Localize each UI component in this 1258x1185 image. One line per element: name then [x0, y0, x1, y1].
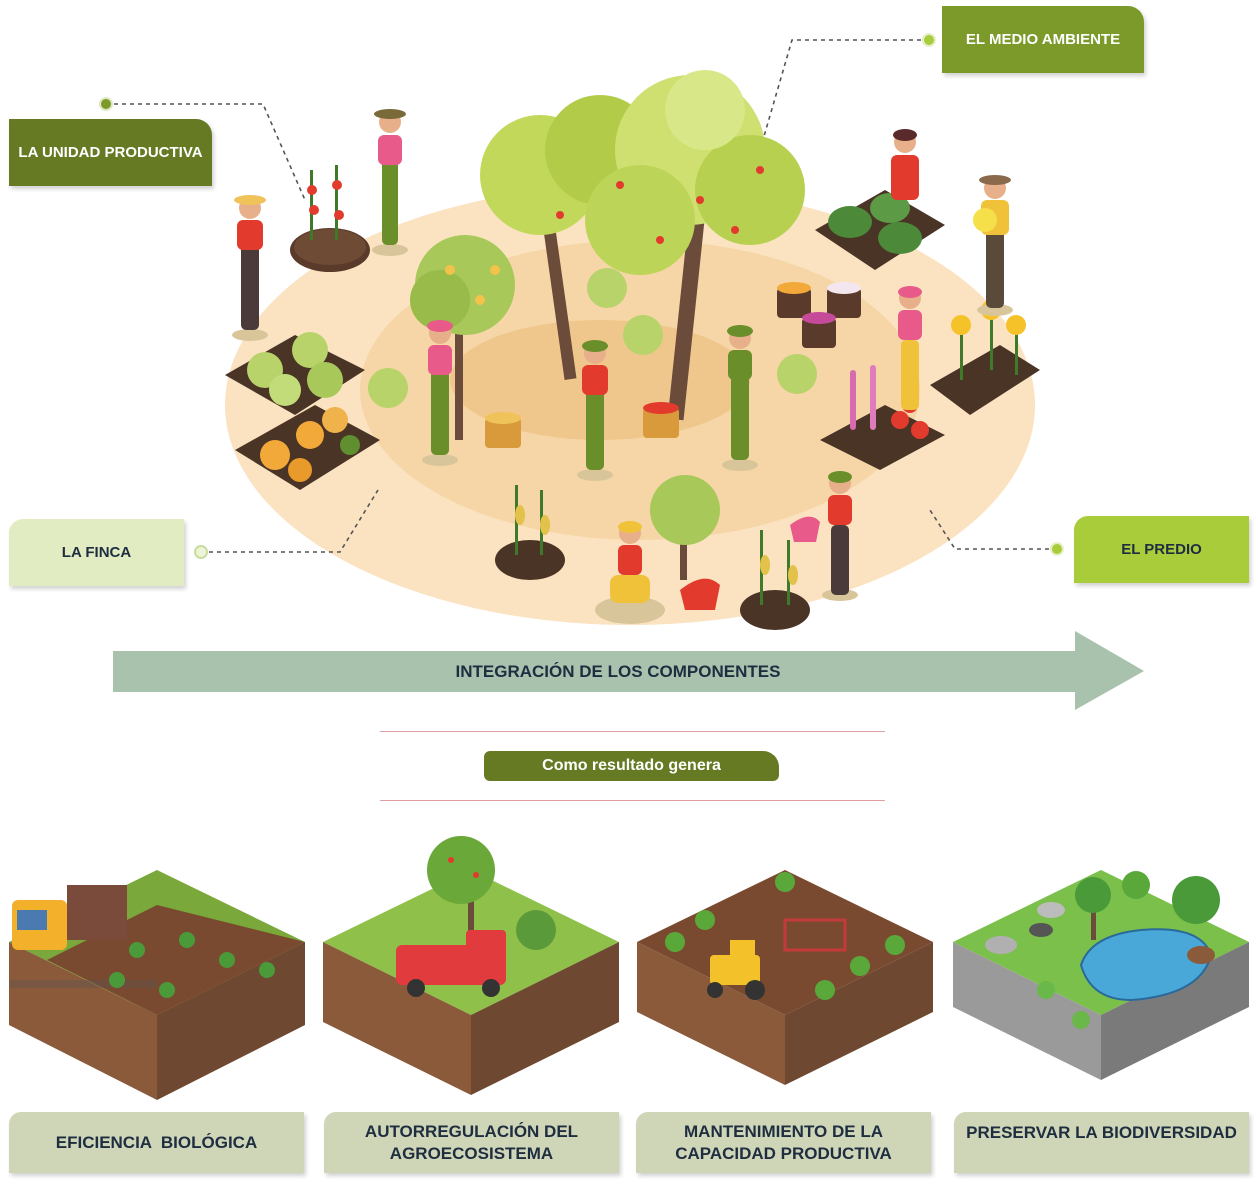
- small-tree: [650, 475, 720, 580]
- label-predio-text: EL PREDIO: [1121, 541, 1202, 558]
- integration-arrow: [113, 631, 1144, 710]
- farm-illustration: [99, 33, 1064, 630]
- bean-bed: [740, 530, 810, 630]
- outcome-autorregulacion: AUTORREGULACIÓN DEL AGROECOSISTEMA: [324, 1112, 619, 1173]
- block-mantenimiento: [637, 870, 933, 1085]
- outcome-mantenimiento: MANTENIMIENTO DE LA CAPACIDAD PRODUCTIVA: [636, 1112, 931, 1173]
- label-medio-ambiente: EL MEDIO AMBIENTE: [942, 6, 1144, 73]
- label-finca: LA FINCA: [9, 519, 184, 586]
- vegetable-bed: [290, 165, 370, 272]
- watermelon-bed: [815, 190, 945, 270]
- big-tree: [480, 70, 805, 421]
- farmer-figures: [232, 109, 1013, 624]
- truck-icon: [12, 885, 127, 950]
- label-predio: EL PREDIO: [1074, 516, 1249, 583]
- block-biodiversidad: [953, 870, 1249, 1080]
- connector-dot: [99, 97, 113, 111]
- connector-dot: [1050, 542, 1064, 556]
- basket: [485, 282, 861, 448]
- connector-lines: [106, 39, 1057, 553]
- outcome-label: MANTENIMIENTO DE LA CAPACIDAD PRODUCTIVA: [675, 1121, 892, 1163]
- connector-dot: [922, 33, 936, 47]
- divider-line-top: [380, 731, 885, 732]
- result-pill: Como resultado genera: [484, 751, 779, 781]
- integration-arrow-label: INTEGRACIÓN DE LOS COMPONENTES: [455, 662, 781, 681]
- divider-line-bottom: [380, 800, 885, 801]
- block-autorregulacion: [323, 836, 619, 1095]
- block-eficiencia: [9, 870, 305, 1100]
- pickup-truck-icon: [396, 930, 506, 997]
- outcome-eficiencia-biologica: EFICIENCIA BIOLÓGICA: [9, 1112, 304, 1173]
- cabbage-bed: [225, 332, 365, 415]
- tractor-icon: [707, 940, 765, 1000]
- bean-bed: [495, 485, 565, 580]
- outcome-label: PRESERVAR LA BIODIVERSIDAD: [966, 1123, 1237, 1142]
- outcome-biodiversidad: PRESERVAR LA BIODIVERSIDAD: [954, 1112, 1249, 1173]
- label-unidad-productiva-text: LA UNIDAD PRODUCTIVA: [18, 144, 203, 161]
- pumpkin-bed: [235, 405, 380, 490]
- outcome-label: AUTORREGULACIÓN DEL AGROECOSISTEMA: [364, 1121, 579, 1163]
- outcome-label: EFICIENCIA BIOLÓGICA: [55, 1132, 258, 1152]
- label-medio-ambiente-text: EL MEDIO AMBIENTE: [965, 31, 1121, 48]
- connector-dot: [194, 545, 208, 559]
- label-unidad-productiva: LA UNIDAD PRODUCTIVA: [9, 119, 212, 186]
- orange-tree: [410, 235, 515, 440]
- outcome-illustrations: [9, 836, 1249, 1100]
- label-finca-text: LA FINCA: [61, 544, 132, 561]
